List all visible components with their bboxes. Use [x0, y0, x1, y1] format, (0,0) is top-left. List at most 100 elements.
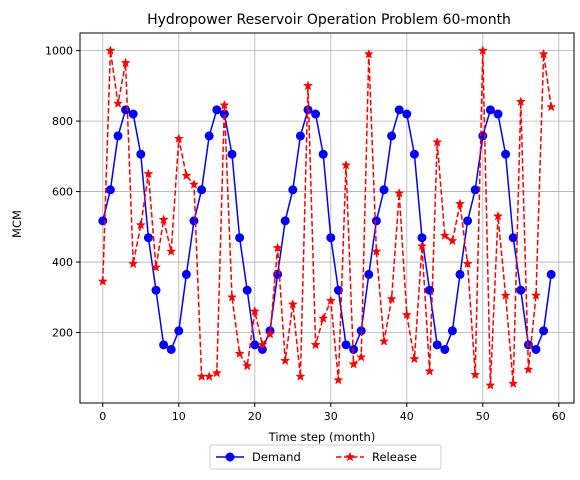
data-point-demand [136, 149, 146, 159]
data-point-release [508, 378, 519, 388]
data-point-demand [485, 105, 495, 115]
legend-entry-release: Release [336, 450, 417, 464]
data-point-demand [417, 233, 427, 243]
legend: Demand Release [209, 444, 442, 470]
data-point-release [158, 214, 169, 225]
data-point-demand [128, 109, 138, 119]
data-point-release [302, 80, 314, 91]
data-point-release [204, 371, 215, 381]
data-point-demand [501, 149, 511, 159]
series-layer [97, 45, 557, 390]
data-point-demand [151, 285, 161, 295]
data-point-release [492, 210, 504, 221]
data-point-demand [318, 149, 328, 159]
legend-entry-demand: Demand [216, 450, 301, 464]
data-point-demand [364, 269, 374, 279]
legend-entries: Demand Release [216, 450, 417, 464]
data-point-release [318, 313, 329, 323]
data-point-release [325, 295, 336, 306]
data-point-release [538, 48, 549, 59]
data-point-demand [409, 149, 419, 159]
legend-box [209, 444, 442, 470]
data-point-demand [546, 269, 556, 279]
data-point-demand [326, 233, 336, 243]
data-point-demand [166, 344, 176, 354]
x-tick-label: 20 [248, 410, 262, 423]
x-tick-label: 40 [400, 410, 414, 423]
data-point-demand [516, 285, 526, 295]
x-tick-label: 30 [324, 410, 338, 423]
data-point-release [424, 365, 435, 376]
x-axis-ticks: 0 10 20 30 40 50 60 [99, 403, 566, 423]
data-point-release [462, 258, 473, 269]
data-point-release [378, 336, 390, 346]
data-point-demand [250, 340, 260, 350]
data-point-demand [531, 344, 541, 354]
data-point-demand [371, 216, 381, 226]
data-point-release [340, 159, 352, 170]
data-point-release [135, 219, 146, 230]
data-point-release [249, 306, 260, 316]
data-point-release [348, 358, 359, 369]
data-point-demand [508, 233, 518, 243]
data-point-demand [181, 269, 191, 279]
data-point-demand [447, 326, 457, 336]
data-point-release [416, 240, 428, 251]
data-point-demand [143, 233, 153, 243]
data-point-release [128, 258, 139, 269]
data-point-release [515, 96, 526, 107]
data-point-release [188, 179, 200, 189]
data-point-demand [394, 105, 404, 115]
y-tick-label: 400 [52, 256, 73, 269]
data-point-release [280, 355, 291, 366]
x-tick-label: 50 [476, 410, 490, 423]
data-point-release [166, 246, 177, 256]
data-point-demand [159, 340, 169, 350]
legend-marker-demand [225, 452, 235, 462]
data-point-demand [113, 131, 123, 141]
series-release [97, 45, 557, 390]
data-point-demand [121, 105, 131, 115]
data-point-release [523, 364, 534, 374]
data-point-release [234, 348, 245, 358]
data-point-release [272, 242, 283, 253]
data-point-release [97, 276, 108, 286]
data-point-release [546, 101, 557, 112]
legend-label-demand: Demand [252, 450, 301, 464]
legend-marker-release [344, 451, 356, 462]
data-point-demand [242, 285, 252, 295]
data-point-demand [432, 340, 442, 350]
data-point-release [477, 45, 488, 55]
data-point-release [470, 369, 481, 380]
data-point-demand [174, 326, 184, 336]
data-point-release [409, 353, 420, 364]
data-point-release [386, 293, 397, 304]
legend-label-release: Release [372, 450, 417, 464]
data-point-demand [98, 216, 108, 226]
data-point-release [356, 351, 367, 362]
y-tick-label: 1000 [45, 45, 73, 58]
x-axis-label: Time step (month) [268, 430, 376, 444]
data-point-release [530, 290, 542, 300]
chart-title: Hydropower Reservoir Operation Problem 6… [147, 12, 511, 28]
data-point-demand [235, 233, 245, 243]
data-point-release [500, 290, 511, 300]
data-point-demand [470, 185, 480, 195]
data-point-release [257, 339, 268, 350]
data-point-release [287, 299, 298, 309]
y-tick-label: 600 [52, 186, 73, 199]
y-tick-label: 800 [52, 115, 73, 128]
plot-frame [79, 32, 575, 404]
data-point-demand [387, 131, 397, 141]
data-point-release [363, 48, 374, 59]
data-point-demand [204, 131, 214, 141]
data-point-release [226, 291, 238, 302]
data-point-demand [463, 216, 473, 226]
data-point-release [333, 374, 344, 385]
x-tick-label: 0 [99, 410, 106, 423]
y-tick-label: 200 [52, 327, 73, 340]
data-point-release [310, 339, 321, 350]
data-point-release [371, 246, 382, 256]
